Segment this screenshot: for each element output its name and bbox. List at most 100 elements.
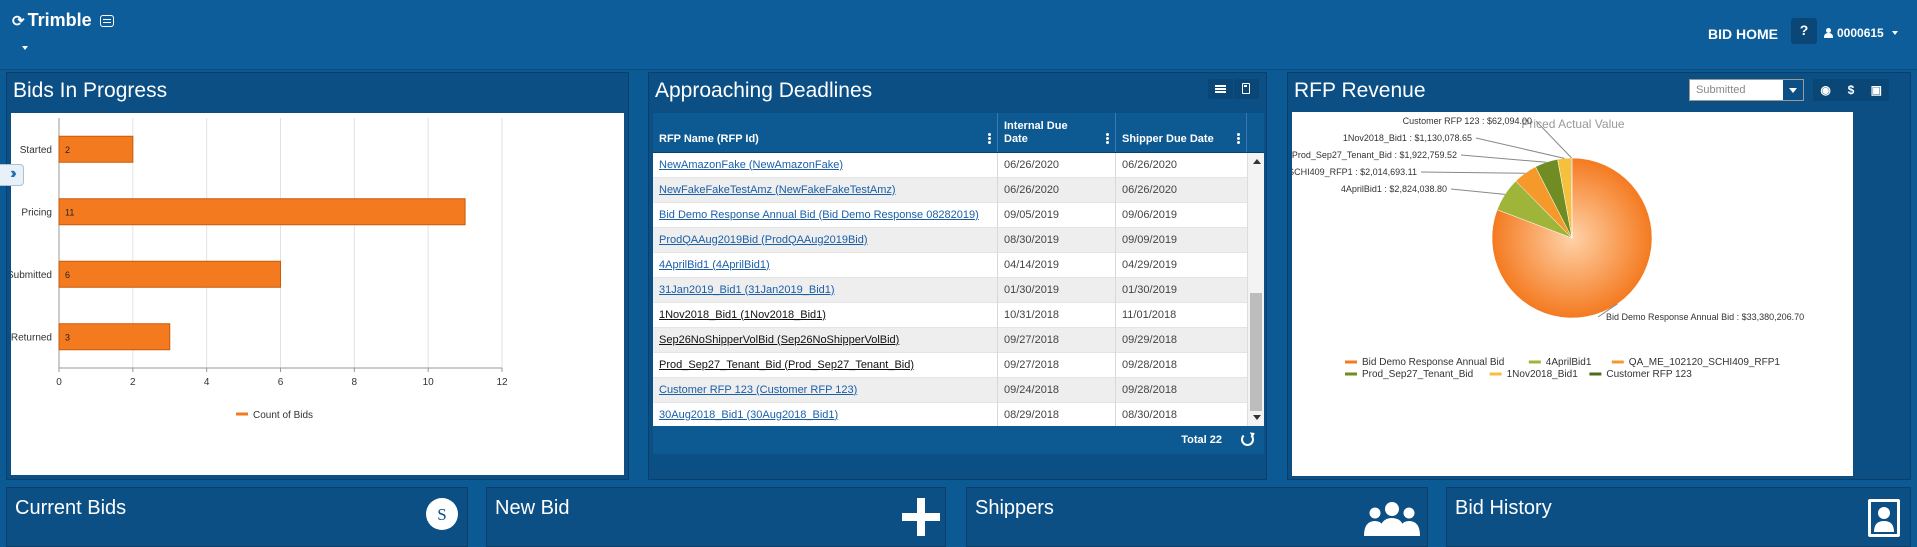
scroll-down-icon[interactable] (1253, 415, 1261, 420)
rfp-name-link[interactable]: Bid Demo Response Annual Bid (Bid Demo R… (653, 202, 998, 228)
revenue-chart-area: Priced Actual Value Bid Demo Response Ann… (1268, 112, 1853, 476)
internal-due-date: 08/30/2019 (998, 227, 1116, 253)
table-footer: Total 22 (653, 426, 1264, 454)
calculator-icon (1242, 83, 1250, 94)
list-view-button[interactable] (1208, 79, 1233, 99)
internal-due-date: 06/26/2020 (998, 177, 1116, 203)
leader-line (1475, 137, 1565, 159)
rfp-name-link[interactable]: Customer RFP 123 (Customer RFP 123) (653, 377, 998, 403)
bid-history-tile[interactable]: Bid History (1446, 487, 1911, 547)
column-header-internal-due[interactable]: Internal Due Date (998, 113, 1116, 152)
leader-line (1535, 120, 1572, 159)
scroll-up-icon[interactable] (1253, 159, 1261, 164)
new-bid-tile[interactable]: New Bid (486, 487, 946, 547)
user-filter-icon[interactable]: ◉ (1820, 83, 1831, 97)
logo-text: Trimble (27, 10, 92, 30)
x-tick-label: 0 (56, 377, 62, 388)
current-bids-icon: S (426, 498, 458, 530)
table-scrollbar[interactable] (1247, 153, 1264, 426)
dollar-button[interactable]: $ (1847, 83, 1855, 97)
shipper-due-date: 09/28/2018 (1122, 358, 1178, 371)
column-menu-icon[interactable] (1106, 133, 1109, 144)
rfp-name-link[interactable]: 31Jan2019_Bid1 (31Jan2019_Bid1) (653, 277, 998, 303)
table-header: RFP Name (RFP Id) Internal Due Date Ship… (653, 113, 1264, 153)
internal-due-date: 09/27/2018 (998, 327, 1116, 353)
slice-data-label: Customer RFP 123 : $62,094.00 (1403, 116, 1532, 126)
x-tick-label: 10 (423, 377, 435, 388)
category-label: Started (20, 145, 52, 156)
table-row[interactable]: Customer RFP 123 (Customer RFP 123) 09/24… (653, 377, 1247, 403)
internal-due-date: 04/14/2019 (998, 252, 1116, 278)
shipper-due-date: 06/26/2020 (1122, 158, 1178, 171)
status-filter-select[interactable]: Submitted (1689, 79, 1804, 101)
panel-title: Bids In Progress (13, 79, 168, 102)
shipper-due-date: 09/09/2019 (1122, 233, 1178, 246)
shipper-due-date: 01/30/2019 (1122, 283, 1178, 296)
rfp-name-link[interactable]: 4AprilBid1 (4AprilBid1) (653, 252, 998, 278)
bar (58, 323, 171, 351)
trimble-mark-icon: ⟳ (12, 12, 25, 30)
bar-value-label: 6 (65, 270, 70, 280)
table-row[interactable]: 30Aug2018_Bid1 (30Aug2018_Bid1) 08/29/201… (653, 402, 1247, 428)
shippers-tile[interactable]: Shippers (966, 487, 1428, 547)
chart-title: Priced Actual Value (1521, 117, 1624, 131)
bar-value-label: 2 (65, 145, 70, 155)
shipper-due-date: 06/26/2020 (1122, 183, 1178, 196)
chevron-down-icon[interactable] (1783, 80, 1803, 100)
x-tick-label: 2 (130, 377, 136, 388)
legend-label: 1Nov2018_Bid1 (1507, 369, 1579, 380)
column-header-shipper-due[interactable]: Shipper Due Date (1116, 113, 1247, 152)
panel-title: RFP Revenue (1294, 79, 1426, 102)
legend-label: QA_ME_102120_SCHI409_RFP1 (1629, 357, 1781, 368)
column-header-rfp-name[interactable]: RFP Name (RFP Id) (653, 113, 998, 152)
user-menu[interactable]: 0000615 (1824, 26, 1898, 40)
calculator-view-button[interactable] (1234, 79, 1259, 99)
table-row[interactable]: 1Nov2018_Bid1 (1Nov2018_Bid1) 10/31/2018 1… (653, 302, 1247, 328)
plus-icon (902, 498, 940, 536)
table-row[interactable]: NewFakeFakeTestAmz (NewFakeFakeTestAmz) 0… (653, 177, 1247, 203)
table-row[interactable]: 4AprilBid1 (4AprilBid1) 04/14/2019 04/29/2… (653, 252, 1247, 278)
tile-title: New Bid (495, 497, 570, 519)
rfp-name-link[interactable]: 30Aug2018_Bid1 (30Aug2018_Bid1) (653, 402, 998, 428)
column-menu-icon[interactable] (1237, 133, 1240, 144)
internal-due-date: 09/05/2019 (998, 202, 1116, 228)
table-row[interactable]: Prod_Sep27_Tenant_Bid (Prod_Sep27_Tenant… (653, 352, 1247, 378)
rfp-name-link[interactable]: NewFakeFakeTestAmz (NewFakeFakeTestAmz) (653, 177, 998, 203)
deadlines-table: RFP Name (RFP Id) Internal Due Date Ship… (653, 113, 1264, 428)
tile-title: Current Bids (15, 497, 127, 519)
trimble-logo[interactable]: ⟳ Trimble (12, 10, 114, 31)
legend-label: Count of Bids (253, 410, 313, 421)
expand-sidebar-icon[interactable]: ›› (0, 164, 24, 186)
internal-due-date: 09/27/2018 (998, 352, 1116, 378)
slice-data-label: 120_SCHI409_RFP1 : $2,014,693.11 (1292, 167, 1417, 177)
truck-icon[interactable]: ▣ (1870, 83, 1882, 97)
internal-due-date: 10/31/2018 (998, 302, 1116, 328)
rfp-name-link[interactable]: 1Nov2018_Bid1 (1Nov2018_Bid1) (653, 302, 998, 328)
legend-label: Bid Demo Response Annual Bid (1362, 357, 1504, 368)
table-row[interactable]: ProdQAAug2019Bid (ProdQAAug2019Bid) 08/30… (653, 227, 1247, 253)
app-dropdown-caret-icon[interactable] (22, 46, 28, 50)
users-group-icon (1364, 502, 1420, 536)
slice-data-label: 1Nov2018_Bid1 : $1,130,078.65 (1343, 133, 1472, 143)
scroll-thumb[interactable] (1250, 293, 1262, 411)
rfp-name-link[interactable]: Sep26NoShipperVolBid (Sep26NoShipperVolB… (653, 327, 998, 353)
x-tick-label: 4 (204, 377, 210, 388)
leader-line (1460, 154, 1547, 163)
slice-data-label: Bid Demo Response Annual Bid : $33,380,2… (1606, 312, 1804, 322)
rfp-name-link[interactable]: Prod_Sep27_Tenant_Bid (Prod_Sep27_Tenant… (653, 352, 998, 378)
rfp-name-link[interactable]: NewAmazonFake (NewAmazonFake) (653, 152, 998, 178)
table-row[interactable]: Bid Demo Response Annual Bid (Bid Demo R… (653, 202, 1247, 228)
bar (58, 198, 466, 226)
help-button[interactable]: ? (1791, 18, 1817, 44)
refresh-icon[interactable] (1241, 433, 1254, 446)
column-menu-icon[interactable] (988, 133, 991, 144)
table-row[interactable]: 31Jan2019_Bid1 (31Jan2019_Bid1) 01/30/201… (653, 277, 1247, 303)
bid-home-link[interactable]: BID HOME (1708, 26, 1778, 42)
bar-value-label: 3 (65, 332, 70, 342)
current-bids-tile[interactable]: Current Bids S (6, 487, 468, 547)
rfp-name-link[interactable]: ProdQAAug2019Bid (ProdQAAug2019Bid) (653, 227, 998, 253)
app-menu-icon[interactable] (99, 14, 114, 27)
table-row[interactable]: NewAmazonFake (NewAmazonFake) 06/26/2020 0… (653, 152, 1247, 178)
user-menu-caret-icon (1891, 31, 1898, 35)
table-row[interactable]: Sep26NoShipperVolBid (Sep26NoShipperVolB… (653, 327, 1247, 353)
